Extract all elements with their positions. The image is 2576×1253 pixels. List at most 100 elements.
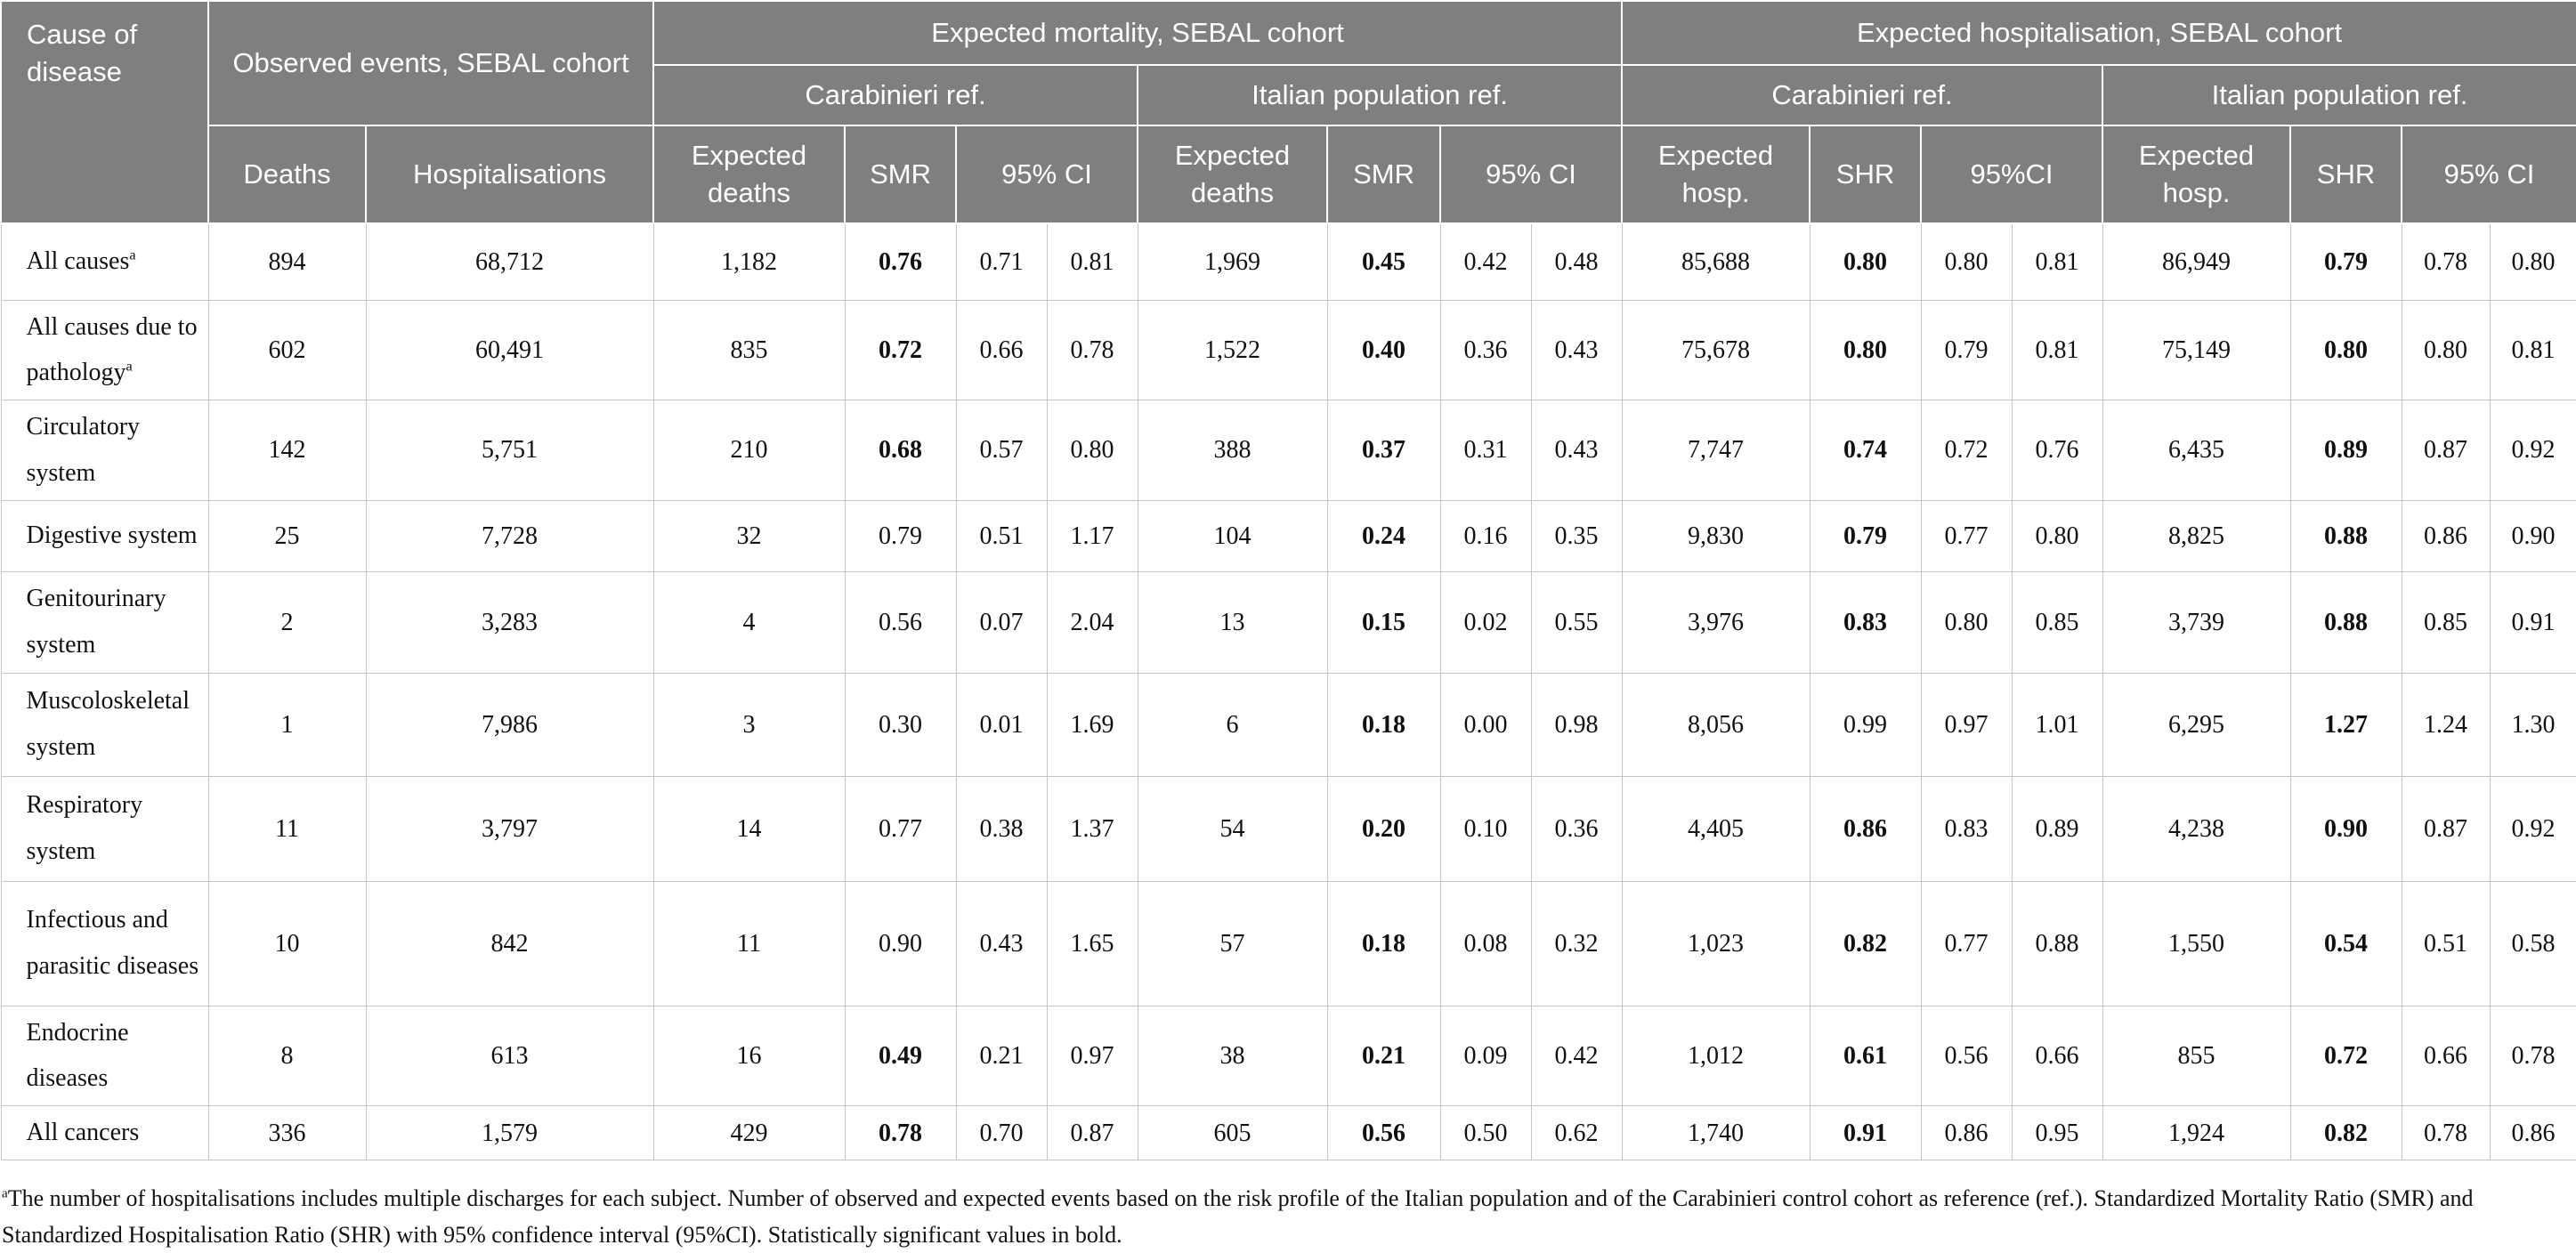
- value-cell: 1.24: [2401, 672, 2491, 777]
- cause-cell: Digestive system: [0, 499, 209, 572]
- value-cell: 0.72: [1920, 400, 2013, 501]
- value-cell: 0.89: [2011, 775, 2103, 882]
- value-cell: 0.18: [1326, 880, 1441, 1006]
- value-cell: 0.81: [2011, 299, 2103, 401]
- value-cell: 0.43: [1530, 400, 1623, 501]
- value-cell: 0.02: [1439, 570, 1532, 674]
- value-cell: 0.68: [844, 400, 957, 501]
- value-cell: 10: [207, 880, 367, 1006]
- value-cell: 1,012: [1621, 1005, 1810, 1107]
- value-cell: 0.81: [2489, 299, 2576, 401]
- header-hosp-italian-ref: Italian population ref.: [2102, 64, 2576, 126]
- value-cell: 0.62: [1530, 1105, 1623, 1161]
- value-cell: 0.85: [2011, 570, 2103, 674]
- value-cell: 0.79: [844, 499, 957, 572]
- table-row: Digestive system 25 7,728 32 0.79 0.51 1.17 104…: [0, 499, 2576, 572]
- value-cell: 0.89: [2289, 400, 2402, 501]
- value-cell: 3,283: [365, 570, 654, 674]
- value-cell: 0.21: [1326, 1005, 1441, 1107]
- value-cell: 0.76: [2011, 400, 2103, 501]
- value-cell: 57: [1137, 880, 1328, 1006]
- value-cell: 0.81: [2011, 222, 2103, 301]
- value-cell: 1.01: [2011, 672, 2103, 777]
- value-cell: 1.69: [1046, 672, 1138, 777]
- value-cell: 0.42: [1439, 222, 1532, 301]
- value-cell: 0.36: [1439, 299, 1532, 401]
- value-cell: 11: [207, 775, 367, 882]
- value-cell: 1.65: [1046, 880, 1138, 1006]
- value-cell: 0.80: [2289, 299, 2402, 401]
- header-cause-of-disease: Cause of disease: [0, 0, 209, 224]
- header-ci-hosp-italian: 95% CI: [2401, 125, 2576, 224]
- value-cell: 2: [207, 570, 367, 674]
- cause-cell: All causes due to pathologya: [0, 299, 209, 401]
- value-cell: 0.21: [955, 1005, 1048, 1107]
- value-cell: 0.86: [2401, 499, 2491, 572]
- value-cell: 0.80: [1809, 222, 1922, 301]
- value-cell: 842: [365, 880, 654, 1006]
- value-cell: 894: [207, 222, 367, 301]
- footnote-reference: a: [129, 247, 136, 264]
- value-cell: 0.71: [955, 222, 1048, 301]
- value-cell: 0.92: [2489, 400, 2576, 501]
- value-cell: 0.58: [2489, 880, 2576, 1006]
- value-cell: 104: [1137, 499, 1328, 572]
- cause-cell: All cancers: [0, 1105, 209, 1161]
- value-cell: 0.77: [1920, 499, 2013, 572]
- value-cell: 1.17: [1046, 499, 1138, 572]
- value-cell: 1: [207, 672, 367, 777]
- value-cell: 0.55: [1530, 570, 1623, 674]
- value-cell: 6: [1137, 672, 1328, 777]
- value-cell: 0.88: [2011, 880, 2103, 1006]
- value-cell: 4,238: [2102, 775, 2291, 882]
- header-shr-carabinieri: SHR: [1809, 125, 1923, 224]
- table-row: Endocrine diseases 8 613 16 0.49 0.21 0.97 38 0.…: [0, 1005, 2576, 1107]
- value-cell: 0.95: [2011, 1105, 2103, 1161]
- value-cell: 54: [1137, 775, 1328, 882]
- header-expected-hosp-carabinieri: Expected hosp.: [1621, 125, 1811, 224]
- value-cell: 0.01: [955, 672, 1048, 777]
- value-cell: 4,405: [1621, 775, 1810, 882]
- value-cell: 0.87: [2401, 775, 2491, 882]
- value-cell: 602: [207, 299, 367, 401]
- value-cell: 0.90: [2489, 499, 2576, 572]
- footnote: aThe number of hospitalisations includes…: [2, 1180, 2571, 1253]
- value-cell: 429: [652, 1105, 846, 1161]
- value-cell: 0.78: [2489, 1005, 2576, 1107]
- value-cell: 85,688: [1621, 222, 1810, 301]
- table-row: All cancers 336 1,579 429 0.78 0.70 0.87 605 0.5…: [0, 1105, 2576, 1161]
- table-row: All causesa 894 68,712 1,182 0.76 0.71 0.81 1,9…: [0, 222, 2576, 301]
- header-expected-deaths-italian: Expected deaths: [1137, 125, 1329, 224]
- value-cell: 0.38: [955, 775, 1048, 882]
- value-cell: 32: [652, 499, 846, 572]
- value-cell: 0.35: [1530, 499, 1623, 572]
- value-cell: 0.61: [1809, 1005, 1922, 1107]
- value-cell: 0.98: [1530, 672, 1623, 777]
- value-cell: 1.37: [1046, 775, 1138, 882]
- value-cell: 0.72: [844, 299, 957, 401]
- value-cell: 0.97: [1046, 1005, 1138, 1107]
- value-cell: 0.81: [1046, 222, 1138, 301]
- table-row: Circulatory system 142 5,751 210 0.68 0.57 0.8…: [0, 400, 2576, 501]
- value-cell: 0.78: [1046, 299, 1138, 401]
- value-cell: 6,295: [2102, 672, 2291, 777]
- value-cell: 336: [207, 1105, 367, 1161]
- value-cell: 6,435: [2102, 400, 2291, 501]
- value-cell: 0.49: [844, 1005, 957, 1107]
- header-ci-mortality-italian: 95% CI: [1439, 125, 1624, 224]
- value-cell: 0.66: [2401, 1005, 2491, 1107]
- header-ci-hosp-carabinieri: 95%CI: [1920, 125, 2104, 224]
- value-cell: 7,728: [365, 499, 654, 572]
- value-cell: 0.57: [955, 400, 1048, 501]
- value-cell: 1,023: [1621, 880, 1810, 1006]
- cause-cell: Circulatory system: [0, 400, 209, 501]
- value-cell: 1,969: [1137, 222, 1328, 301]
- footnote-marker: a: [2, 1186, 8, 1201]
- value-cell: 0.56: [844, 570, 957, 674]
- value-cell: 0.50: [1439, 1105, 1532, 1161]
- value-cell: 0.66: [955, 299, 1048, 401]
- value-cell: 7,747: [1621, 400, 1810, 501]
- header-mortality-carabinieri-ref: Carabinieri ref.: [652, 64, 1139, 126]
- value-cell: 0.00: [1439, 672, 1532, 777]
- value-cell: 68,712: [365, 222, 654, 301]
